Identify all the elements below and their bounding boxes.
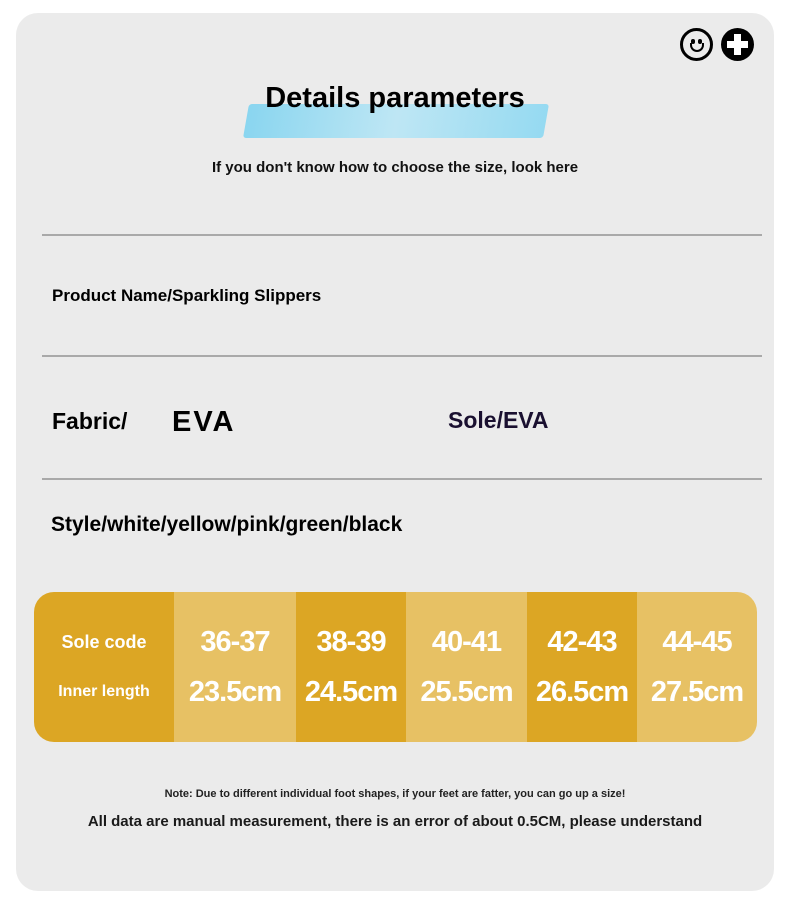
style-colors: Style/white/yellow/pink/green/black <box>51 513 403 536</box>
divider <box>42 234 762 236</box>
sole-code-label: Sole code <box>61 631 147 652</box>
size-column: 36-37 23.5cm <box>174 592 296 742</box>
sole-code: 44-45 <box>662 625 732 658</box>
sole-material: Sole/EVA <box>448 407 549 433</box>
inner-length-label: Inner length <box>58 683 150 700</box>
divider <box>42 478 762 480</box>
fabric-label: Fabric/ <box>52 408 128 434</box>
row-labels: Sole code Inner length <box>34 592 174 742</box>
sole-code: 36-37 <box>200 625 270 658</box>
size-column: 44-45 27.5cm <box>637 592 757 742</box>
subtitle: If you don't know how to choose the size… <box>211 159 579 176</box>
size-column: 38-39 24.5cm <box>296 592 406 742</box>
page-title: Details parameters <box>265 82 525 114</box>
fabric-value: EVA <box>172 406 236 438</box>
size-table: Sole code Inner length 36-37 23.5cm 38-3… <box>34 592 757 742</box>
inner-length: 23.5cm <box>188 675 282 708</box>
inner-length: 27.5cm <box>650 675 744 708</box>
sole-code: 38-39 <box>316 625 386 658</box>
divider <box>42 355 762 357</box>
smiley-icon[interactable] <box>680 28 713 61</box>
product-name: Product Name/Sparkling Slippers <box>52 286 322 305</box>
size-note: Note: Due to different individual foot s… <box>164 788 626 800</box>
measurement-disclaimer: All data are manual measurement, there i… <box>87 813 703 830</box>
sole-code: 42-43 <box>547 625 617 658</box>
details-card <box>16 13 774 891</box>
inner-length: 26.5cm <box>535 675 629 708</box>
sole-code: 40-41 <box>431 625 502 658</box>
plus-circle-icon[interactable] <box>721 28 754 61</box>
inner-length: 24.5cm <box>304 675 398 708</box>
size-column: 42-43 26.5cm <box>527 592 637 742</box>
inner-length: 25.5cm <box>420 675 513 708</box>
size-column: 40-41 25.5cm <box>406 592 527 742</box>
